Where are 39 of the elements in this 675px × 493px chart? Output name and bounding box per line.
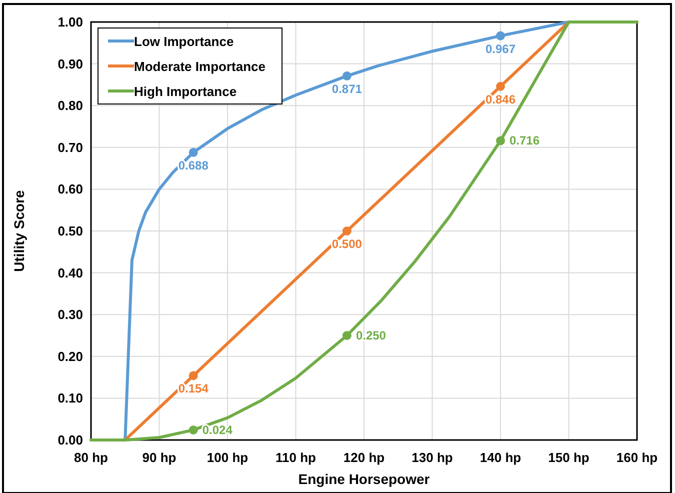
y-tick-label: 1.00 — [58, 14, 83, 30]
point — [188, 148, 198, 157]
y-tick-label: 0.70 — [58, 140, 83, 155]
point — [496, 136, 505, 146]
x-tick-label: 120 hp — [343, 450, 385, 465]
x-tick-label: 110 hp — [276, 450, 316, 465]
point — [188, 371, 198, 380]
point — [342, 226, 352, 236]
x-tick-label: 130 hp — [412, 450, 453, 465]
data-label: 0.716 — [510, 134, 540, 148]
y-tick-label: 0.90 — [58, 56, 83, 72]
point — [342, 331, 352, 340]
x-tick-label: 90 hp — [142, 450, 176, 465]
x-tick-label: 140 hp — [480, 450, 522, 465]
y-tick-label: 0.00 — [58, 432, 83, 448]
legend-label: High Importance — [134, 84, 237, 99]
y-tick-label: 0.40 — [58, 265, 83, 280]
y-tick-label: 0.20 — [58, 348, 83, 364]
y-tick-label: 0.50 — [58, 224, 83, 238]
legend-label: Low Importance — [134, 34, 234, 49]
data-label: 0.871 — [332, 82, 362, 96]
point — [496, 82, 505, 91]
y-tick-label: 0.80 — [58, 98, 83, 114]
data-label: 0.967 — [485, 42, 516, 56]
point — [188, 425, 198, 434]
x-tick-label: 160 hp — [616, 450, 658, 465]
y-tick-label: 0.60 — [58, 182, 83, 197]
y-tick-label: 0.30 — [58, 307, 83, 322]
data-label: 0.250 — [356, 328, 386, 342]
y-tick-label: 0.10 — [58, 390, 83, 406]
x-tick-label: 150 hp — [548, 450, 590, 465]
legend-label: Moderate Importance — [134, 59, 266, 74]
x-tick-label: 80 hp — [74, 450, 108, 465]
x-axis-title: Engine Horsepower — [298, 471, 430, 487]
y-axis-title: Utility Score — [11, 190, 27, 272]
point — [496, 31, 505, 40]
data-label: 0.024 — [202, 422, 233, 437]
x-tick-label: 100 hp — [206, 450, 248, 465]
point — [342, 71, 352, 80]
